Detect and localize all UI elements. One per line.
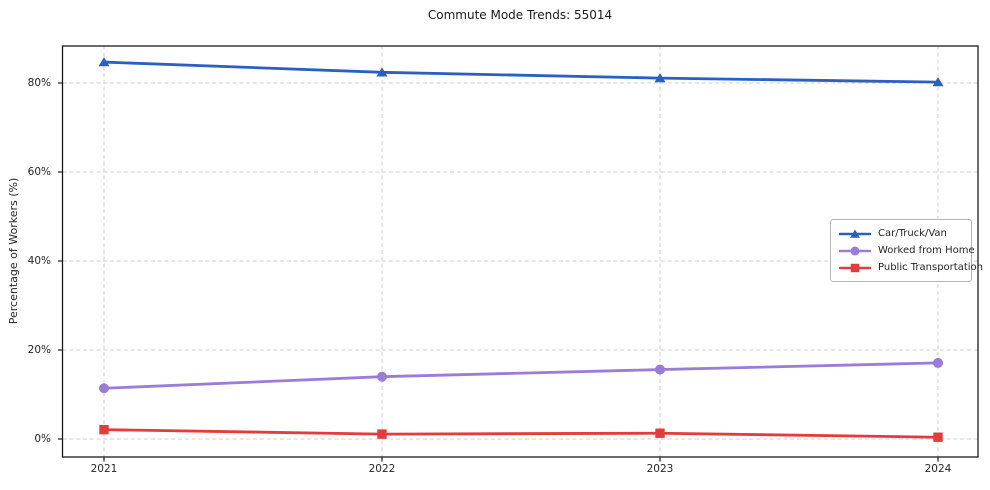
y-tick-label: 40% xyxy=(27,255,51,267)
circle-marker-icon xyxy=(655,364,665,375)
y-tick-label: 80% xyxy=(27,77,51,89)
square-marker-icon xyxy=(655,428,665,438)
x-tick-label: 2024 xyxy=(924,463,952,475)
series-line xyxy=(102,428,940,439)
legend-label: Car/Truck/Van xyxy=(878,228,947,239)
legend-item: Public Transportation xyxy=(839,259,983,276)
triangle-marker-icon xyxy=(850,229,860,238)
triangle-marker-icon xyxy=(932,77,944,87)
series-line xyxy=(102,60,940,84)
square-marker-icon xyxy=(850,263,860,272)
y-tick-label: 20% xyxy=(27,344,51,356)
legend-item: Worked from Home xyxy=(839,242,975,259)
legend-marker-sample xyxy=(839,263,871,272)
legend-marker-sample xyxy=(839,246,871,255)
legend: Car/Truck/Van Worked from Home Public Tran… xyxy=(830,219,983,282)
series-car-truck-van xyxy=(98,57,944,87)
square-marker-icon xyxy=(99,424,109,435)
y-tick-label: 0% xyxy=(34,433,51,445)
circle-marker-icon xyxy=(850,246,860,255)
square-marker-icon xyxy=(377,429,387,439)
legend-marker-sample xyxy=(839,229,871,238)
series-worked-from-home xyxy=(99,357,943,394)
series-line xyxy=(102,361,940,390)
circle-marker-icon xyxy=(933,357,943,368)
circle-marker-icon xyxy=(99,383,109,394)
circle-marker-icon xyxy=(377,371,387,382)
triangle-marker-icon xyxy=(654,73,666,83)
triangle-marker-icon xyxy=(376,67,388,77)
legend-item: Car/Truck/Van xyxy=(839,225,963,242)
x-tick-label: 2022 xyxy=(368,463,396,475)
chart-title: Commute Mode Trends: 55014 xyxy=(427,8,613,22)
square-marker-icon xyxy=(933,432,943,442)
y-tick-label: 60% xyxy=(27,166,51,178)
legend-label: Public Transportation xyxy=(878,262,983,273)
legend-label: Worked from Home xyxy=(878,245,975,256)
x-tick-label: 2023 xyxy=(646,463,674,475)
triangle-marker-icon xyxy=(98,57,110,67)
axis-spines xyxy=(61,45,979,458)
x-tick-label: 2021 xyxy=(90,463,118,475)
series-public-transportation xyxy=(99,424,943,442)
